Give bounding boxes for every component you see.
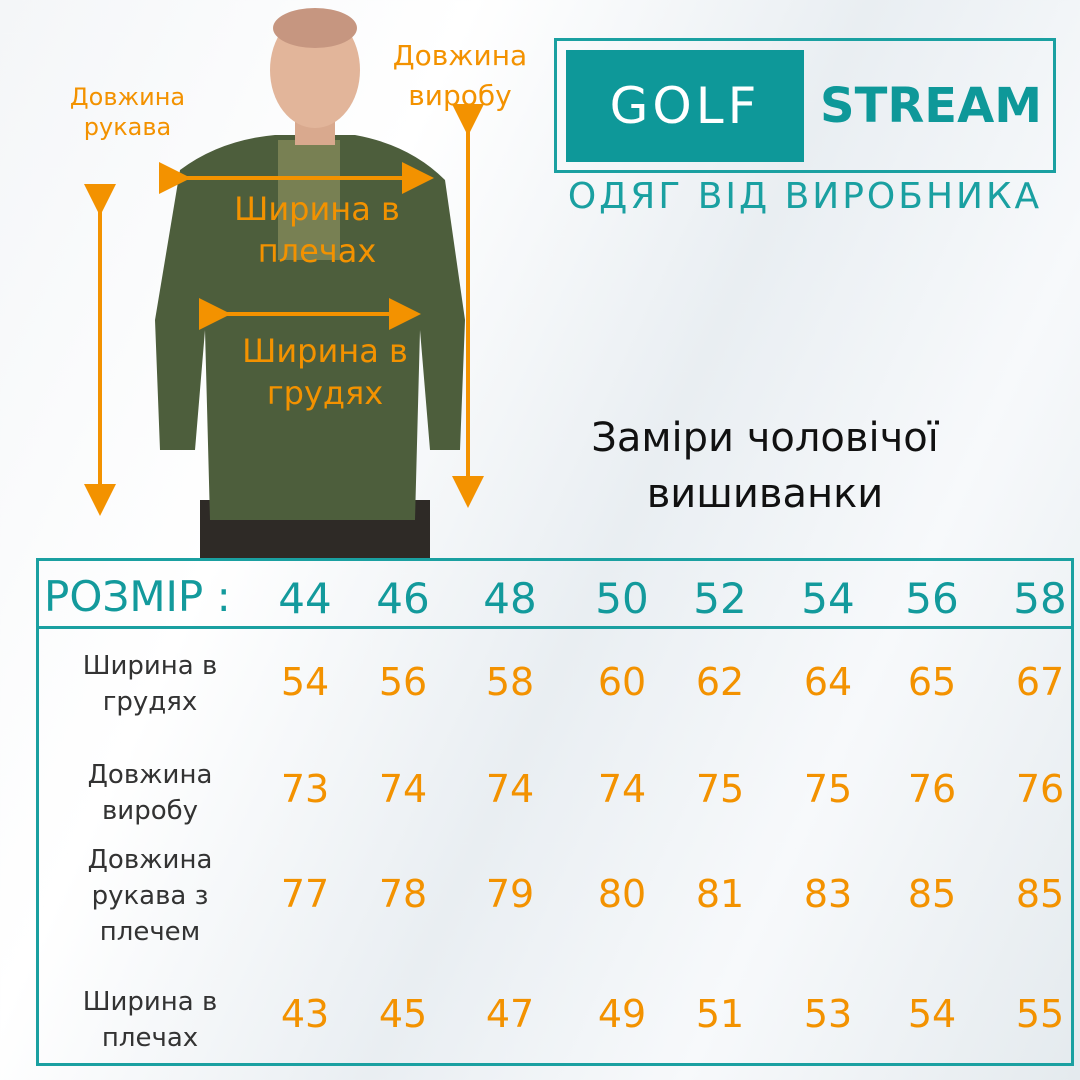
size-table xyxy=(36,558,1074,1066)
table-cell: 73 xyxy=(280,767,330,811)
table-cell: 76 xyxy=(907,767,957,811)
table-cell: 83 xyxy=(803,872,853,916)
table-cell: 78 xyxy=(378,872,428,916)
table-cell: 85 xyxy=(1015,872,1065,916)
table-cell: 62 xyxy=(695,660,745,704)
page-title: Заміри чоловічої вишиванки xyxy=(591,415,939,517)
table-cell: 64 xyxy=(803,660,853,704)
table-cell: 53 xyxy=(803,992,853,1036)
table-cell: 49 xyxy=(597,992,647,1036)
length-label: Довжина виробу xyxy=(392,39,528,112)
table-cell: 80 xyxy=(597,872,647,916)
table-cell: 43 xyxy=(280,992,330,1036)
header-divider xyxy=(36,626,1074,629)
logo-tagline: ОДЯГ ВІД ВИРОБНИКА xyxy=(567,176,1043,217)
table-cell: 74 xyxy=(378,767,428,811)
table-cell: 45 xyxy=(378,992,428,1036)
shoulders-label: Ширина в плечах xyxy=(234,190,400,270)
size-header-cell: 44 xyxy=(278,574,332,623)
logo-golf: GOLF xyxy=(566,50,804,162)
table-cell: 56 xyxy=(378,660,428,704)
logo-stream: STREAM xyxy=(820,78,1042,134)
table-cell: 54 xyxy=(907,992,957,1036)
table-cell: 75 xyxy=(803,767,853,811)
size-header-cell: 50 xyxy=(595,574,649,623)
size-header-cell: 58 xyxy=(1013,574,1067,623)
table-cell: 81 xyxy=(695,872,745,916)
table-cell: 79 xyxy=(485,872,535,916)
table-cell: 60 xyxy=(597,660,647,704)
size-header-cell: 52 xyxy=(693,574,747,623)
table-cell: 77 xyxy=(280,872,330,916)
size-header-cell: 48 xyxy=(483,574,537,623)
measurement-arrows xyxy=(84,104,484,516)
table-cell: 54 xyxy=(280,660,330,704)
table-cell: 67 xyxy=(1015,660,1065,704)
chest-label: Ширина в грудях xyxy=(242,332,408,412)
size-header-cell: 56 xyxy=(905,574,959,623)
table-cell: 85 xyxy=(907,872,957,916)
size-header-label: РОЗМІР : xyxy=(44,572,231,621)
table-cell: 74 xyxy=(597,767,647,811)
row-label: Ширина в грудях xyxy=(82,651,218,717)
row-label: Довжина виробу xyxy=(87,760,213,826)
size-header-cell: 46 xyxy=(376,574,430,623)
table-cell: 47 xyxy=(485,992,535,1036)
table-cell: 76 xyxy=(1015,767,1065,811)
row-label: Довжина рукава з плечем xyxy=(87,845,213,947)
table-cell: 55 xyxy=(1015,992,1065,1036)
row-label: Ширина в плечах xyxy=(82,987,218,1053)
size-header-cell: 54 xyxy=(801,574,855,623)
logo-frame xyxy=(554,38,1056,173)
table-cell: 58 xyxy=(485,660,535,704)
table-cell: 65 xyxy=(907,660,957,704)
table-cell: 74 xyxy=(485,767,535,811)
table-cell: 51 xyxy=(695,992,745,1036)
sleeve-label: Довжина рукава xyxy=(69,83,186,141)
table-cell: 75 xyxy=(695,767,745,811)
